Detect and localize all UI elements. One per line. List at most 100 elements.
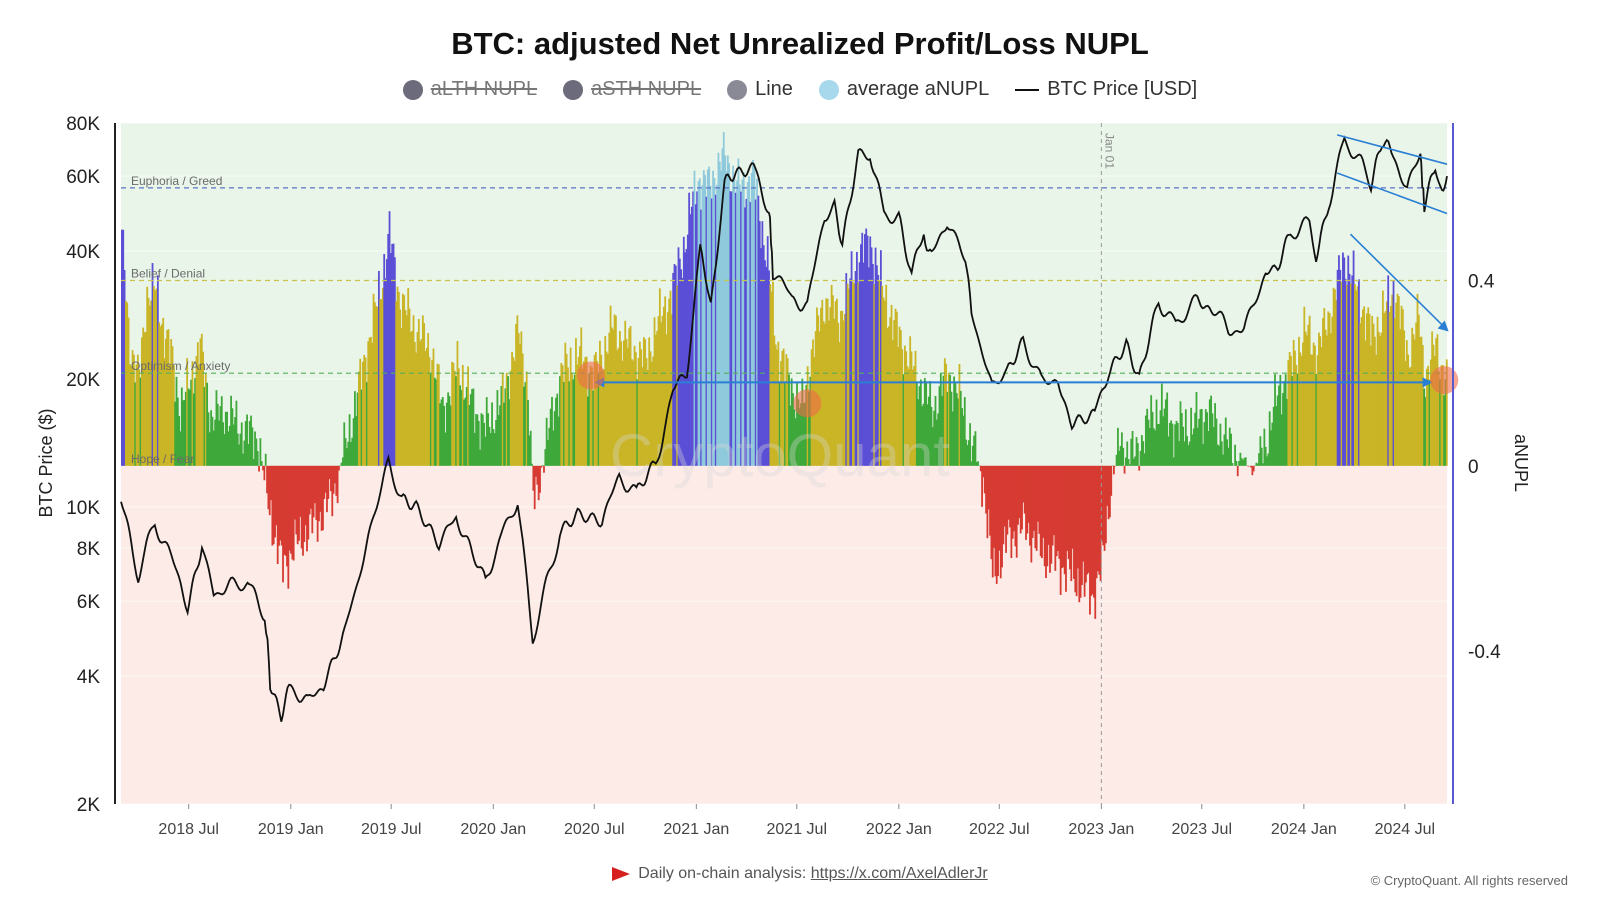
anupl-bar (354, 391, 356, 466)
anupl-bar (722, 132, 725, 466)
legend-item-line[interactable]: Line (727, 78, 793, 101)
anupl-bar (1316, 355, 1319, 466)
anupl-bar (1070, 465, 1073, 582)
anupl-bar (215, 390, 218, 466)
anupl-bar (921, 406, 924, 466)
legend-item-alth-nupl[interactable]: aLTH NUPL (402, 78, 537, 101)
anupl-bar (832, 295, 834, 466)
author-link[interactable]: https://x.com/AxelAdlerJr (810, 865, 988, 882)
watermark: CryptoQuant (610, 422, 950, 489)
anupl-bar (142, 327, 145, 466)
anupl-bar (363, 354, 366, 466)
anupl-bar (949, 374, 952, 466)
anupl-bar (459, 385, 462, 466)
anupl-bar (865, 228, 868, 466)
anupl-bar (1356, 286, 1359, 466)
anupl-bar (564, 342, 567, 466)
anupl-bar (235, 400, 238, 466)
anupl-bar (662, 306, 665, 466)
legend-item-average-anupl[interactable]: average aNUPL (818, 78, 989, 101)
legend-item-btc-price[interactable]: BTC Price [USD] (1015, 78, 1197, 101)
anupl-bar (1146, 408, 1149, 466)
anupl-bar (573, 374, 576, 466)
anupl-bar (1409, 366, 1412, 466)
anupl-bar (1256, 463, 1259, 466)
anupl-bar (694, 204, 697, 466)
anupl-bar (740, 191, 742, 466)
anupl-bar (927, 396, 930, 466)
anupl-bar (348, 414, 351, 466)
anupl-bar (1134, 456, 1137, 466)
anupl-bar (762, 245, 765, 466)
anupl-bar (375, 305, 378, 466)
anupl-bar (955, 393, 958, 466)
anupl-bar (1400, 305, 1403, 466)
anupl-bar (885, 284, 888, 466)
anupl-bar (214, 419, 217, 466)
anupl-bar (1014, 465, 1017, 547)
anupl-bar (152, 286, 155, 466)
anupl-bar (1043, 465, 1046, 567)
anupl-bar (247, 444, 250, 466)
anupl-bar (517, 333, 520, 466)
anupl-bar (1222, 454, 1224, 466)
anupl-bar (734, 192, 737, 466)
anupl-bar (1234, 444, 1236, 466)
anupl-bar (424, 350, 427, 466)
anupl-bar (974, 431, 977, 466)
anupl-bar (283, 465, 286, 555)
anupl-bar (1290, 355, 1292, 466)
anupl-bar (646, 370, 649, 466)
anupl-bar (1397, 296, 1400, 466)
anupl-bar (1219, 423, 1222, 466)
anupl-bar (1340, 281, 1343, 466)
vertical-marker-label: Jan 01 (1102, 133, 1116, 169)
anupl-bar (596, 361, 599, 466)
anupl-bar (1054, 465, 1057, 571)
anupl-bar (576, 364, 579, 466)
anupl-bar (445, 402, 448, 466)
anupl-bar (584, 357, 587, 466)
anupl-bar (401, 293, 404, 466)
anupl-bar (524, 382, 527, 466)
anupl-bar (887, 326, 890, 466)
anupl-bar (961, 408, 964, 466)
anupl-bar (852, 281, 854, 466)
anupl-bar (545, 417, 548, 466)
anupl-bar (1049, 465, 1051, 573)
anupl-bar (1204, 409, 1207, 466)
anupl-bar (1107, 465, 1110, 520)
anupl-bar (642, 337, 645, 466)
legend-item-asth-nupl[interactable]: aSTH NUPL (563, 78, 701, 101)
anupl-bar (1338, 255, 1340, 466)
anupl-bar (959, 390, 962, 466)
anupl-bar (1164, 399, 1167, 466)
anupl-bar (259, 438, 262, 466)
anupl-bar (820, 307, 822, 466)
anupl-bar (171, 346, 174, 466)
anupl-bar (1073, 465, 1075, 579)
anupl-bar (692, 191, 695, 466)
footer-prefix: Daily on-chain analysis: (638, 865, 807, 882)
anupl-bar (552, 430, 555, 466)
anupl-bar (437, 364, 440, 466)
anupl-bar (1050, 465, 1053, 564)
anupl-bar (748, 176, 750, 466)
anupl-bar (728, 163, 730, 466)
anupl-bar (322, 465, 324, 531)
anupl-bar (950, 391, 953, 466)
anupl-bar (770, 291, 773, 466)
anupl-bar (1284, 374, 1287, 466)
anupl-bar (890, 304, 893, 466)
anupl-bar (1053, 465, 1055, 536)
left-axis-label: BTC Price ($) (36, 408, 56, 517)
anupl-bar (504, 388, 507, 466)
anupl-bar (915, 382, 918, 466)
anupl-bar (1067, 465, 1070, 560)
anupl-bar (344, 438, 347, 466)
anupl-bar (234, 417, 236, 466)
anupl-bar (556, 393, 559, 466)
anupl-bar (717, 152, 720, 466)
x-tick-label: 2020 Jan (460, 821, 526, 838)
anupl-bar (178, 415, 181, 466)
